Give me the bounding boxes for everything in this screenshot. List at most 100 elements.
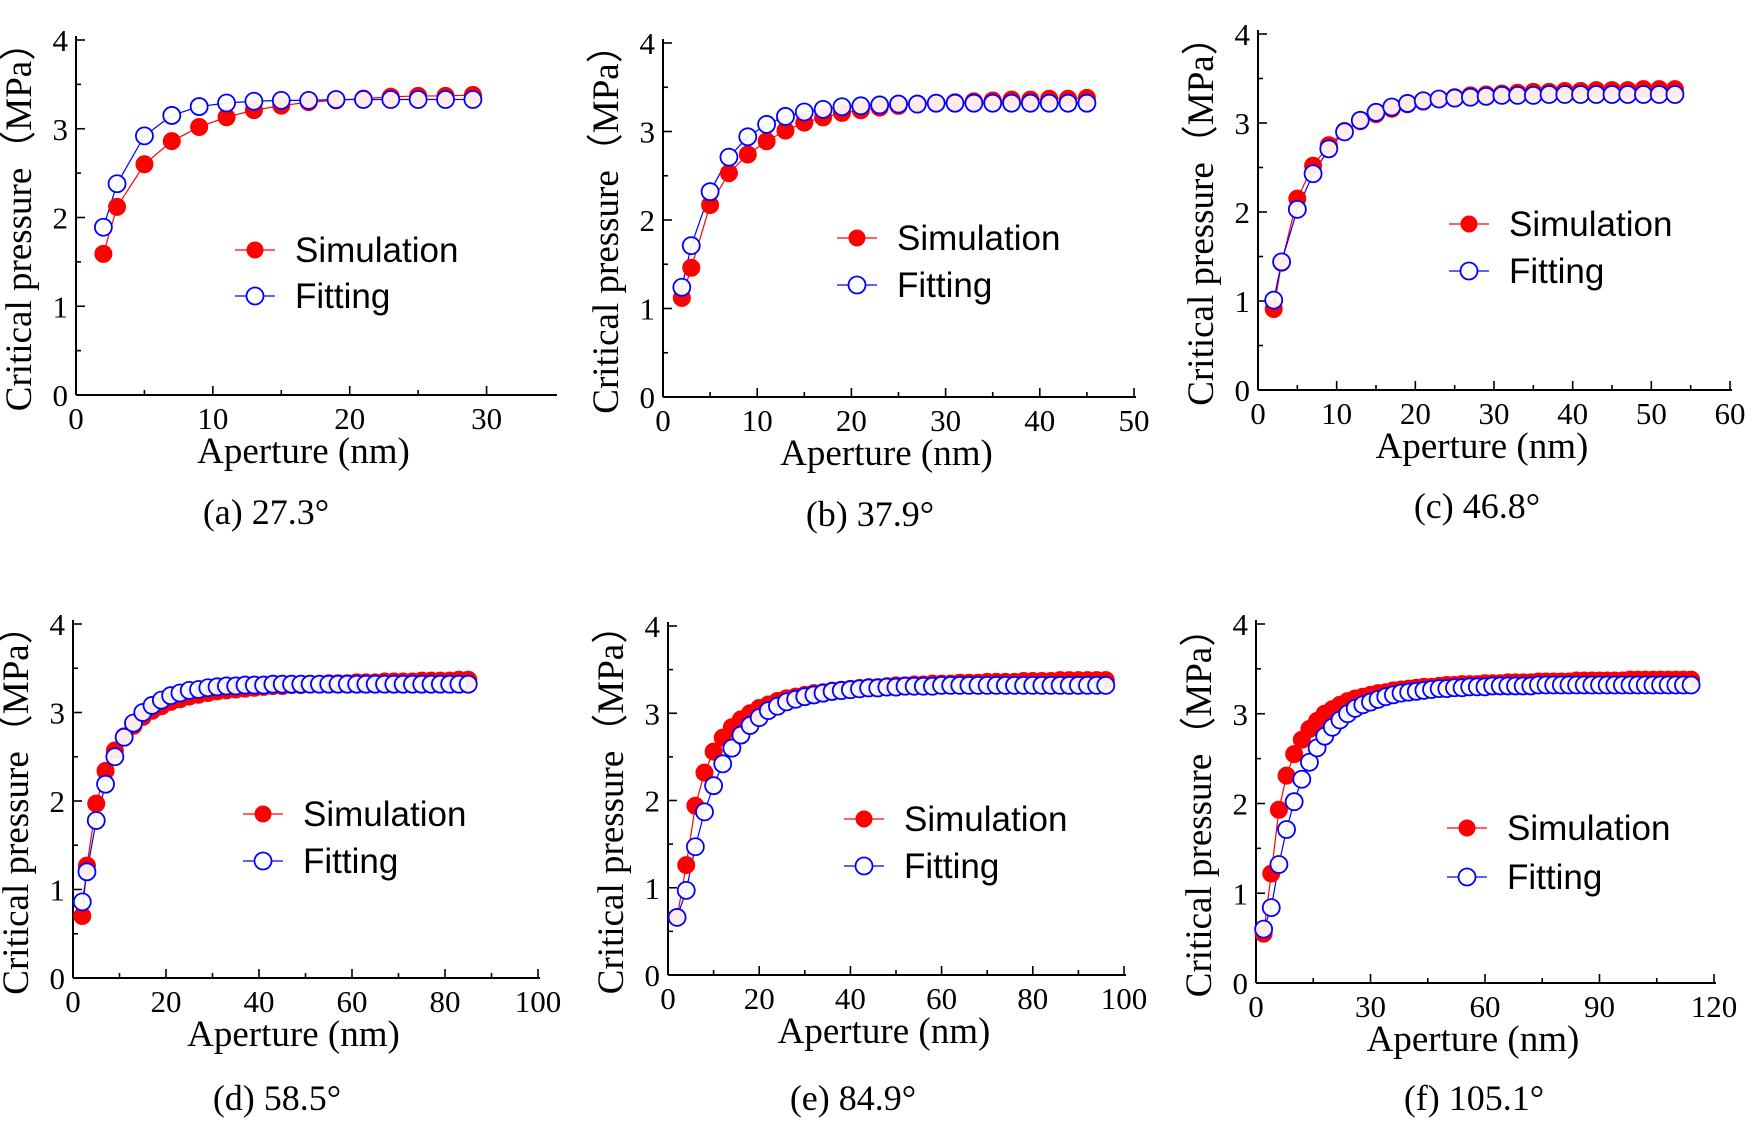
fitting-point	[1618, 85, 1638, 104]
legend-simulation-label: Simulation	[1509, 205, 1672, 244]
fitting-point	[713, 754, 733, 774]
panel-caption: (f) 105.1°	[1404, 1078, 1544, 1118]
fitting-point	[1287, 199, 1307, 219]
legend-fitting-marker	[1459, 261, 1479, 281]
fitting-point	[832, 97, 852, 117]
y-tick-label: 1	[640, 292, 656, 327]
fitting-point	[299, 90, 319, 110]
simulation-line	[681, 97, 1087, 299]
fitting-point	[1020, 93, 1040, 113]
y-tick-label: 3	[50, 696, 66, 731]
simulation-point	[757, 132, 776, 151]
fitting-point	[1398, 94, 1417, 113]
legend-simulation-label: Simulation	[897, 219, 1060, 258]
fitting-point	[1284, 792, 1304, 812]
legend-simulation-label: Simulation	[1507, 809, 1670, 848]
fitting-point	[1303, 164, 1323, 184]
y-axis-label: Critical pressure（MPa）	[586, 26, 627, 413]
x-axis-label: Aperture (nm)	[780, 433, 993, 474]
x-tick-label: 10	[197, 401, 228, 436]
fitting-point	[1555, 85, 1575, 104]
legend-fitting-label: Fitting	[295, 277, 390, 316]
fitting-point	[1649, 85, 1669, 104]
y-axis-label: Critical pressure（MPa）	[1181, 18, 1222, 405]
legend: Simulation Fitting	[235, 231, 458, 316]
x-tick-label: 100	[1101, 981, 1148, 1016]
chart-panel-2: 0 10 20 30 40 50 0 1 2 3 4 Aperture (nm) Critical pr…	[586, 26, 1150, 534]
fitting-point	[107, 174, 127, 194]
chart-panel-1: 0 10 20 30 0 1 2 3 4 Aperture (nm) Critical pressu…	[0, 23, 557, 532]
x-tick-label: 0	[65, 984, 81, 1019]
y-tick-label: 1	[645, 871, 661, 906]
fitting-point	[1634, 85, 1653, 104]
fitting-point	[695, 802, 714, 822]
fitting-point	[889, 94, 908, 114]
fitting-point	[135, 126, 154, 146]
y-tick-label: 4	[50, 607, 66, 642]
fitting-point	[1681, 675, 1701, 695]
fitting-point	[189, 97, 209, 116]
x-tick-label: 0	[68, 401, 84, 436]
y-axis-label: Critical pressure（MPa）	[0, 607, 37, 994]
chart-panel-4: 0 20 40 60 80 100 0 1 2 3 4 Aperture (nm) Critical p…	[0, 607, 561, 1118]
fitting-point	[1350, 110, 1370, 130]
fitting-point	[1269, 855, 1289, 874]
y-tick-label: 2	[1235, 195, 1251, 230]
fitting-point	[72, 892, 92, 912]
y-axis-label: Critical pressure（MPa）	[1179, 610, 1220, 997]
fitting-point	[93, 217, 113, 237]
x-tick-label: 0	[1250, 396, 1266, 431]
panel-caption: (b) 37.9°	[806, 494, 934, 534]
fitting-point	[672, 277, 692, 297]
fitting-point	[77, 862, 97, 882]
x-tick-label: 20	[334, 401, 365, 436]
x-tick-label: 30	[1355, 989, 1386, 1024]
fitting-point	[681, 236, 701, 256]
fitting-point	[353, 90, 373, 109]
fitting-point	[685, 837, 705, 857]
legend-simulation-label: Simulation	[904, 800, 1067, 839]
fitting-point	[738, 127, 758, 147]
simulation-point	[719, 164, 738, 183]
x-tick-label: 0	[660, 981, 676, 1016]
fitting-point	[1476, 86, 1496, 106]
fitting-point	[704, 776, 723, 796]
fitting-point	[964, 93, 984, 113]
fitting-point	[722, 738, 742, 758]
fitting-point	[1602, 85, 1622, 104]
x-tick-label: 20	[151, 984, 182, 1019]
x-tick-label: 60	[1470, 989, 1501, 1024]
fitting-point	[1461, 87, 1480, 107]
x-tick-label: 20	[1400, 396, 1431, 431]
y-tick-label: 4	[645, 609, 661, 644]
legend: Simulation Fitting	[1447, 809, 1670, 897]
fitting-point	[1508, 86, 1527, 105]
fitting-point	[776, 107, 795, 126]
fitting-point	[926, 93, 946, 113]
y-tick-label: 3	[1235, 106, 1251, 141]
y-tick-label: 0	[1233, 966, 1249, 1001]
y-tick-label: 0	[50, 961, 66, 996]
y-tick-label: 3	[640, 115, 656, 150]
x-tick-label: 10	[1321, 396, 1352, 431]
simulation-point	[108, 197, 127, 216]
legend-fitting-marker	[245, 286, 265, 306]
legend-simulation-label: Simulation	[295, 231, 458, 270]
x-tick-label: 30	[471, 401, 502, 436]
fitting-point	[162, 106, 182, 125]
fitting-point	[1445, 88, 1465, 108]
fitting-point	[700, 182, 720, 202]
x-axis-label: Aperture (nm)	[197, 431, 410, 472]
simulation-point	[87, 794, 106, 813]
simulation-point	[738, 145, 757, 164]
legend-fitting-label: Fitting	[904, 847, 999, 886]
fitting-point	[1429, 89, 1449, 109]
fitting-point	[1539, 85, 1559, 104]
panel-caption: (e) 84.9°	[790, 1078, 916, 1118]
legend-fitting-label: Fitting	[1509, 252, 1604, 291]
fitting-point	[1492, 86, 1512, 105]
x-axis-label: Aperture (nm)	[1376, 426, 1589, 467]
y-axis-label: Critical pressure（MPa）	[591, 607, 632, 994]
x-tick-label: 40	[1557, 396, 1588, 431]
